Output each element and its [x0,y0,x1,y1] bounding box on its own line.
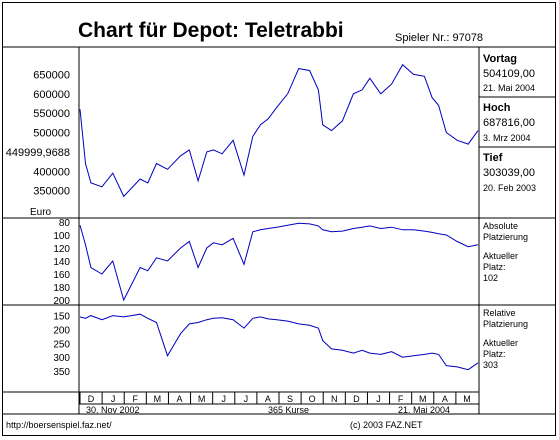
y-tick-label: 100 [53,231,70,242]
rel-label-1: Relative [483,308,516,318]
y-tick-label: 300 [53,353,70,364]
plot-layer: 650000 600000 550000 500000 449999,9688 40000… [6,63,479,404]
footer-count: 365 Kurse [268,405,309,415]
series-line-absolute-ranking [79,222,479,302]
y-tick-label: 350 [53,367,70,378]
rel-current-2: Platz: [483,349,506,359]
month-label: D [88,394,95,404]
page-title: Chart für Depot: Teletrabbi [78,19,344,42]
vortag-label: Vortag [483,53,517,65]
month-label: S [287,394,293,404]
month-label: A [442,394,448,404]
y-tick-label: 600000 [33,89,70,101]
outer-frame [2,2,556,436]
month-label: J [111,394,116,404]
y-tick-label: 80 [59,218,71,229]
y-tick-label: 160 [53,270,70,281]
month-label: J [376,394,381,404]
series-line-depot-value [79,63,479,198]
abs-label-2: Platzierung [483,232,528,242]
y-tick-label: 250 [53,339,70,350]
y-tick-label: 200 [53,296,70,307]
footer-url[interactable]: http://boersenspiel.faz.net/ [6,420,112,430]
player-number: Spieler Nr.: 97078 [395,32,483,44]
tief-value: 303039,00 [483,167,535,179]
y-tick-label: 150 [53,312,70,323]
month-label: J [244,394,249,404]
hoch-date: 3. Mrz 2004 [483,133,531,143]
month-label: F [133,394,139,404]
y-tick-label: 140 [53,257,70,268]
rel-label-2: Platzierung [483,319,528,329]
month-label: N [331,394,338,404]
month-label: J [221,394,226,404]
month-label: M [419,394,427,404]
euro-axis-label: Euro [30,207,52,218]
month-label: M [198,394,206,404]
y-tick-label: 500000 [33,128,70,140]
abs-current-1: Aktueller [483,251,518,261]
vortag-date: 21. Mai 2004 [483,83,535,93]
rel-current-1: Aktueller [483,338,518,348]
y-tick-label: 449999,9688 [6,147,70,159]
month-label: M [463,394,471,404]
month-label: M [154,394,162,404]
month-label: D [353,394,360,404]
y-tick-label: 120 [53,244,70,255]
y-tick-label: 350000 [33,186,70,198]
tief-label: Tief [483,152,503,164]
footer-start-date: 30. Nov 2002 [86,405,140,415]
month-label: A [265,394,271,404]
y-tick-label: 550000 [33,108,70,120]
series-line-relative-ranking [79,313,479,371]
abs-current-value: 102 [483,273,498,283]
y-tick-label: 180 [53,283,70,294]
y-tick-label: 400000 [33,166,70,178]
vortag-value: 504109,00 [483,68,535,80]
footer-end-date: 21. Mai 2004 [398,405,450,415]
abs-label-1: Absolute [483,221,518,231]
month-label: O [309,394,316,404]
hoch-label: Hoch [483,102,511,114]
y-tick-label: 650000 [33,69,70,81]
hoch-value: 687816,00 [483,117,535,129]
abs-current-2: Platz: [483,262,506,272]
month-label: F [398,394,404,404]
y-tick-label: 200 [53,325,70,336]
footer-copyright: (c) 2003 FAZ.NET [350,420,423,430]
rel-current-value: 303 [483,360,498,370]
tief-date: 20. Feb 2003 [483,183,536,193]
month-label: A [176,394,182,404]
